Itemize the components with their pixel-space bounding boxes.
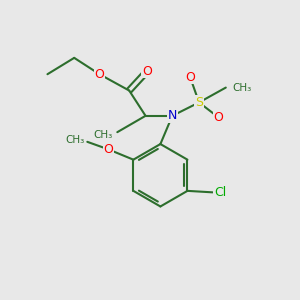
Text: O: O bbox=[185, 71, 195, 84]
Text: S: S bbox=[195, 96, 203, 109]
Text: CH₃: CH₃ bbox=[232, 82, 252, 93]
Text: O: O bbox=[213, 111, 223, 124]
Text: Cl: Cl bbox=[214, 186, 226, 199]
Text: O: O bbox=[142, 65, 152, 78]
Text: CH₃: CH₃ bbox=[65, 135, 84, 145]
Text: O: O bbox=[103, 143, 113, 156]
Text: O: O bbox=[94, 68, 104, 81]
Text: N: N bbox=[168, 109, 177, 122]
Text: CH₃: CH₃ bbox=[94, 130, 113, 140]
